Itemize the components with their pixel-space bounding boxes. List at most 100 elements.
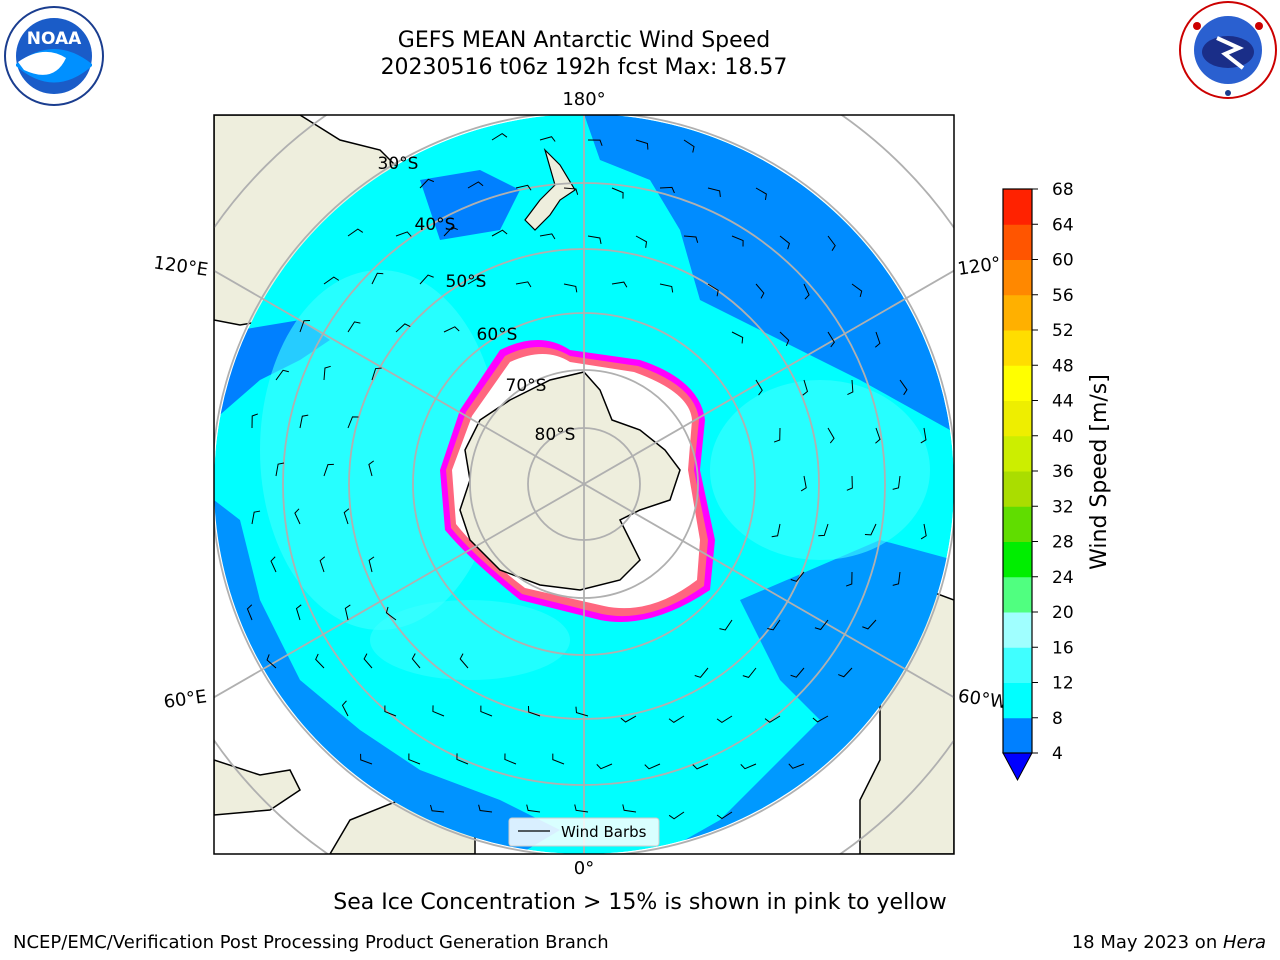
wind-barb (814, 619, 829, 631)
colorbar-tick-label: 56 (1052, 286, 1074, 306)
colorbar-block (1003, 471, 1032, 507)
wind-barb (635, 235, 648, 248)
colorbar-tick-label: 36 (1052, 462, 1074, 482)
colorbar-tick-label: 52 (1052, 321, 1074, 341)
colorbar-block (1003, 224, 1032, 260)
wind-barb (467, 181, 484, 189)
madagascar-land (214, 759, 301, 816)
wind-barb (385, 606, 397, 621)
wind-barb (295, 604, 302, 621)
wind-barb (371, 272, 384, 285)
lon-label-60w: 60°W (957, 686, 1009, 714)
colorbar-block (1003, 365, 1032, 401)
wind-barb (812, 715, 829, 723)
colorbar-block (1003, 506, 1032, 542)
wind-barb (319, 556, 326, 573)
wind-barb (456, 753, 469, 765)
wind-barb (659, 186, 675, 194)
wind-barb (266, 654, 277, 669)
wind-barb (611, 281, 628, 288)
wind-barb (563, 283, 578, 293)
wind-barb (411, 653, 421, 669)
legend-label: Wind Barbs (561, 823, 647, 841)
wind-barb (504, 753, 517, 765)
colorbar-block (1003, 330, 1032, 366)
wind-barb (818, 523, 829, 537)
wind-barb (347, 416, 359, 429)
wind-barb (790, 667, 805, 678)
wind-barb (347, 321, 361, 333)
wind-barb (344, 604, 351, 621)
colorbar-block (1003, 189, 1032, 225)
wind-barb (920, 427, 927, 444)
wind-barb (429, 804, 445, 813)
wind-barb (368, 460, 375, 477)
lon-label-120e: 120°E (152, 252, 209, 280)
wind-barb (360, 753, 373, 765)
wind-barb (875, 427, 881, 444)
wind-barb (659, 283, 674, 293)
wind-barb (620, 715, 637, 723)
map-title: GEFS MEAN Antarctic Wind Speed (397, 28, 771, 53)
footer-date: 18 May 2023 on Hera (1072, 932, 1266, 953)
lat-label-60s: 60°S (477, 325, 518, 345)
wind-barb (755, 283, 765, 299)
wind-barb (803, 283, 810, 300)
colorbar-block (1003, 294, 1032, 331)
wind-barb (368, 556, 375, 573)
wind-barb (742, 667, 757, 678)
wind-barb (246, 604, 253, 621)
wind-barb (899, 379, 908, 396)
wind-barb (395, 323, 411, 333)
wind-barb (755, 379, 763, 396)
wind-barb (862, 619, 877, 630)
wind-barb (527, 706, 541, 717)
wind-barb (596, 763, 613, 770)
colorbar-under-arrow (1002, 752, 1033, 782)
wind-barb (874, 331, 881, 348)
wind-barb (847, 379, 854, 395)
wind-barb (419, 274, 434, 285)
colorbar-block (1003, 717, 1032, 754)
lon-label-60e: 60°E (162, 686, 208, 713)
wind-barb (802, 379, 809, 396)
wind-barb (341, 700, 349, 717)
wind-barb (443, 326, 460, 333)
wind-barb (773, 427, 781, 443)
wind-barb (864, 523, 877, 536)
wind-barb (683, 235, 699, 243)
wind-barb (694, 667, 709, 678)
colorbar-block (1003, 435, 1032, 472)
wind-barb (251, 413, 259, 429)
wind-barb (779, 331, 790, 347)
wind-barb (851, 283, 863, 297)
wind-barb (779, 235, 790, 250)
colorbar-tick-label: 28 (1052, 533, 1074, 553)
wind-barb (845, 571, 853, 587)
wind-barb (827, 331, 835, 348)
wind-barb (275, 462, 285, 477)
colorbar-tick-label: 44 (1052, 392, 1074, 412)
new-zealand-land (524, 147, 576, 231)
colorbar-tick-label: 8 (1052, 709, 1063, 729)
lat-label-40s: 40°S (415, 215, 456, 235)
wind-barb (731, 331, 744, 344)
wind-barb (315, 653, 325, 669)
lon-label-180: 180° (562, 89, 605, 110)
wind-barb (343, 508, 350, 525)
wind-barb (459, 653, 469, 669)
wind-barb (668, 811, 685, 820)
wind-barb (731, 235, 744, 247)
wind-barb (707, 187, 721, 197)
noaa-logo: NOAA (4, 6, 104, 106)
wind-barb (432, 705, 445, 717)
wind-barb (491, 133, 508, 141)
wind-barb (771, 523, 781, 538)
wind-barb (294, 508, 301, 525)
colorbar-block (1003, 647, 1032, 683)
wind-barb (827, 235, 836, 251)
wind-barb (323, 276, 340, 285)
colorbar-tick-label: 60 (1052, 251, 1074, 271)
wind-barbs (246, 133, 927, 820)
